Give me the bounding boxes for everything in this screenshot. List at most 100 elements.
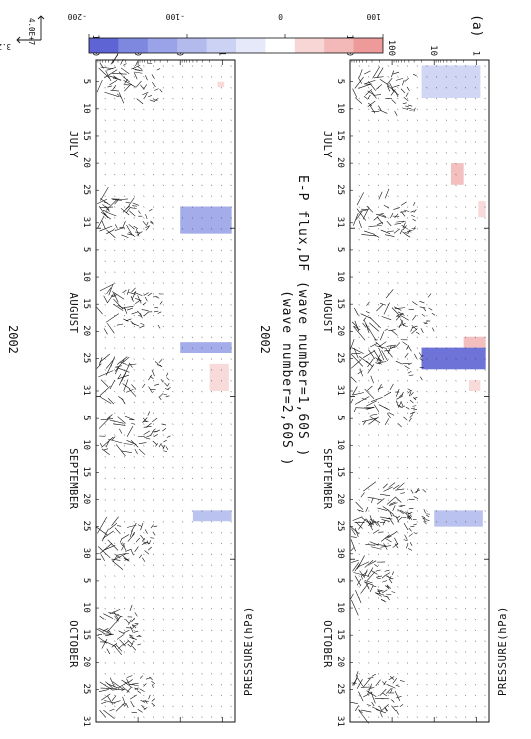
flux-vector [407,467,408,468]
flux-vector [436,500,437,501]
flux-vector [398,597,399,598]
flux-vector [378,315,379,316]
flux-vector [398,565,399,566]
flux-vector [173,217,174,218]
flux-vector [417,217,418,218]
flux-vector [106,71,112,81]
flux-vector [359,619,360,620]
flux-vector [211,391,212,392]
flux-vector [124,250,125,251]
flux-vector [413,524,417,525]
colorbar-cell [118,38,148,53]
flux-vector [105,217,106,218]
x-tick-label: 10 [81,271,91,282]
flux-vector [369,261,370,262]
flux-vector [124,152,125,153]
flux-vector [388,456,389,457]
flux-vector [366,507,368,512]
flux-vector [369,417,379,424]
month-label: SEPTEMBER [67,448,79,510]
flux-vector [378,293,379,294]
flux-vector [221,489,222,490]
flux-vector [151,681,154,684]
flux-vector [182,293,183,294]
flux-vector [105,315,106,316]
flux-vector [351,399,353,403]
flux-vector [417,630,418,631]
flux-vector [144,445,145,446]
flux-vector [475,478,476,479]
flux-vector [115,348,116,349]
flux-vector [105,424,106,425]
flux-vector [115,608,116,609]
flux-vector [446,239,447,240]
flux-vector [446,597,447,598]
flux-vector [143,302,146,305]
heatmap-cell [434,510,483,526]
flux-vector [221,315,222,316]
flux-vector [407,250,408,251]
flux-vector [163,565,164,566]
flux-vector [221,326,222,327]
flux-vector [446,500,447,501]
flux-vector [163,239,164,240]
flux-vector [436,478,437,479]
heatmap-cell [469,380,480,391]
flux-vector [103,449,108,450]
flux-vector [163,554,164,555]
flux-vector [398,521,399,522]
flux-vector [380,332,384,341]
flux-vector [388,641,389,642]
flux-vector [372,674,376,676]
flux-vector [173,207,174,208]
flux-vector [446,651,447,652]
flux-vector [115,369,116,370]
flux-vector [182,391,183,392]
flux-vector [173,239,174,240]
flux-vector [427,369,428,370]
flux-vector [211,608,212,609]
flux-vector [369,329,376,341]
flux-vector [446,272,447,273]
flux-vector [105,619,106,620]
flux-vector [409,534,413,537]
flux-vector [359,65,360,66]
flux-vector [105,282,106,283]
flux-vector [163,380,164,381]
flux-vector [231,87,232,88]
flux-vector [427,228,428,229]
flux-vector [436,217,437,218]
flux-vector [101,694,110,700]
month-label: AUGUST [321,293,333,334]
flux-vector [456,250,457,251]
flux-vector [129,198,134,206]
flux-vector [221,250,222,251]
flux-vector [173,65,174,66]
flux-vector [211,185,212,186]
flux-vector [446,315,447,316]
flux-vector [436,586,437,587]
flux-vector [465,228,466,229]
flux-vector [160,393,164,397]
flux-vector [378,489,379,490]
flux-vector [163,575,164,576]
x-tick-label: 5 [81,79,91,84]
flux-vector [192,717,193,718]
flux-vector [211,554,212,555]
flux-vector [129,683,139,684]
flux-vector [485,630,486,631]
flux-vector [153,684,154,685]
flux-vector [192,326,193,327]
flux-vector [115,109,116,110]
flux-vector [369,651,370,652]
flux-vector [134,76,135,77]
colorbar-cell [265,38,295,53]
flux-vector [398,673,399,674]
flux-vector [119,199,128,200]
colorbar-tick-label: 100 [366,12,381,21]
flux-vector [134,163,135,164]
flux-vector [144,261,145,262]
flux-vector [465,641,466,642]
flux-vector [475,565,476,566]
flux-vector [388,272,389,273]
